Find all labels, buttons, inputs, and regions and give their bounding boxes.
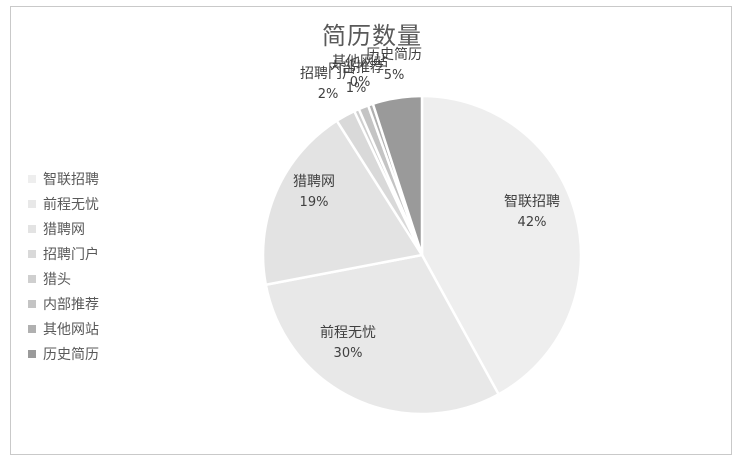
slice-value-label: 2%: [318, 87, 339, 102]
legend-label: 历史简历: [43, 346, 99, 363]
legend-item: 其他网站: [28, 316, 99, 341]
legend-swatch: [28, 349, 36, 358]
legend-item: 猎聘网: [28, 216, 99, 241]
legend: 智联招聘前程无忧猎聘网招聘门户猎头内部推荐其他网站历史简历: [28, 166, 99, 366]
slice-value-label: 5%: [384, 68, 405, 83]
chart-title: 简历数量: [322, 22, 422, 50]
legend-label: 招聘门户: [43, 246, 99, 263]
slice-label: 招聘门户: [300, 65, 356, 82]
legend-item: 智联招聘: [28, 166, 99, 191]
slice-label: 内部推荐: [328, 60, 384, 76]
legend-swatch: [28, 324, 36, 333]
legend-label: 其他网站: [43, 321, 99, 338]
pie-slice: [264, 253, 501, 416]
legend-item: 内部推荐: [28, 291, 99, 316]
legend-label: 内部推荐: [43, 296, 99, 313]
slice-value-label: 30%: [334, 346, 363, 361]
legend-swatch: [28, 174, 36, 183]
legend-item: 前程无忧: [28, 191, 99, 216]
pie-slice: [261, 119, 425, 287]
slice-label: 历史简历: [366, 46, 422, 63]
legend-swatch: [28, 274, 36, 283]
pie-slice: [420, 94, 583, 397]
legend-item: 招聘门户: [28, 241, 99, 266]
slice-label: 其他网站: [332, 54, 388, 70]
legend-label: 前程无忧: [43, 196, 99, 213]
legend-swatch: [28, 249, 36, 258]
legend-swatch: [28, 199, 36, 208]
legend-label: 智联招聘: [43, 171, 99, 188]
legend-swatch: [28, 224, 36, 233]
legend-label: 猎聘网: [43, 221, 85, 238]
slice-label: 前程无忧: [320, 324, 376, 341]
pie-slice: [371, 94, 424, 256]
slice-value-label: 0%: [350, 75, 371, 90]
slice-label: 猎聘网: [293, 174, 335, 190]
legend-item: 猎头: [28, 266, 99, 291]
slice-value-label: 1%: [346, 81, 367, 96]
slice-value-label: 19%: [300, 195, 329, 210]
slice-value-label: 42%: [518, 215, 547, 230]
legend-swatch: [28, 299, 36, 308]
slice-label: 智联招聘: [504, 194, 560, 210]
legend-label: 猎头: [43, 271, 71, 288]
legend-item: 历史简历: [28, 341, 99, 366]
